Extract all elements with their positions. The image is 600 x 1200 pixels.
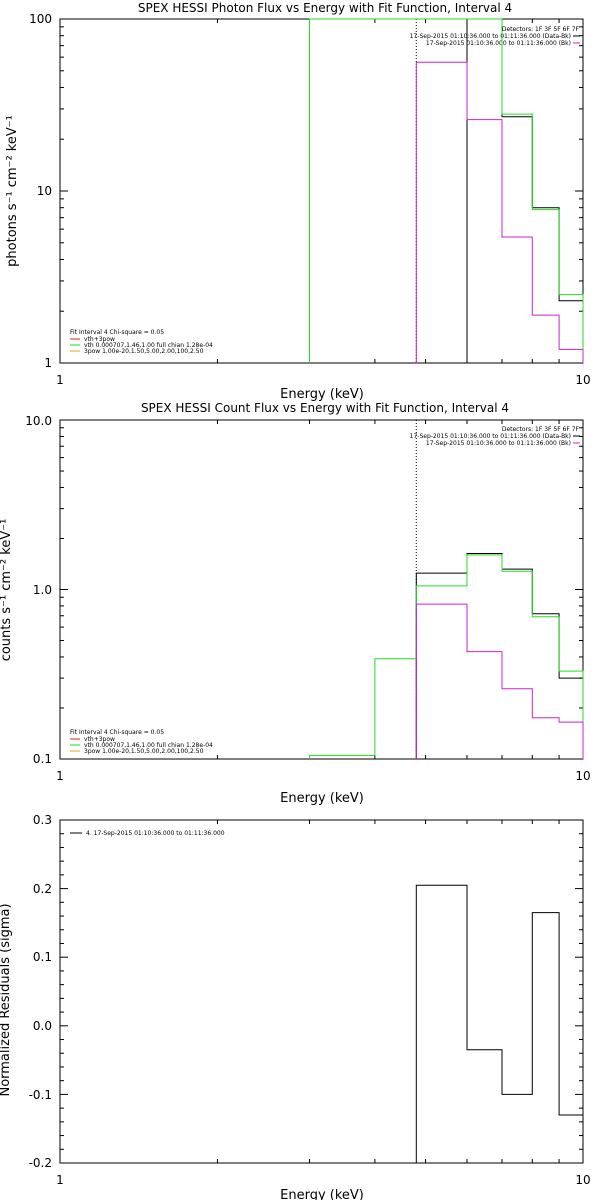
series-data-bk-line <box>466 18 584 363</box>
count-ytick-0.1: 0.1 <box>33 752 52 766</box>
photon-fit-line-2: vth+3pow <box>84 336 115 343</box>
resid-ytick-0.3: 0.3 <box>33 813 52 827</box>
resid-xtick-1: 1 <box>56 1173 64 1187</box>
photon-detectors-line: Detectors: 1F 3F 5F 6F 7F <box>502 26 580 33</box>
resid-ytick-0.0: 0.0 <box>33 1019 52 1033</box>
photon-fit-line-1: Fit Interval 4 Chi-square = 0.05 <box>70 329 164 336</box>
count-databk-line: 17-Sep-2015 01:10:36.000 to 01:11:36.000… <box>410 433 571 440</box>
photon-plot-frame <box>59 18 584 364</box>
count-y-axis-label: counts s⁻¹ cm⁻² keV⁻¹ <box>0 519 14 662</box>
count-fit-line-4: 3pow 1.00e-20,1.50,5.00,2.00,100,2.50 <box>84 748 204 755</box>
photon-xtick-1: 1 <box>56 373 64 387</box>
series-bk-line <box>415 603 584 759</box>
resid-ytick-0.1: 0.1 <box>33 950 52 964</box>
photon-y-axis-label: photons s⁻¹ cm⁻² keV⁻¹ <box>5 115 20 267</box>
count-fit-line-3: vth 0.000707,1.46,1.00 full chian 1.28e-… <box>84 742 213 749</box>
count-ytick-1.0: 1.0 <box>33 583 52 597</box>
series-bk-line <box>415 61 584 363</box>
chart-marks <box>59 18 584 1164</box>
count-xtick-1: 1 <box>56 769 64 783</box>
photon-bk-line: 17-Sep-2015 01:10:36.000 to 01:11:36.000… <box>426 40 571 47</box>
photon-ytick-100: 100 <box>29 12 52 26</box>
photon-ytick-1: 1 <box>44 356 52 370</box>
series-data-bk-line <box>415 553 584 759</box>
count-xtick-10: 10 <box>575 769 590 783</box>
series-4-17-sep-2015-01-10-36-000-to-01-11-36-000-line <box>415 884 583 1163</box>
series-vth-3pow-line <box>309 554 584 759</box>
residuals-chart: 1 10 -0.2 -0.1 0.0 0.1 0.2 0.3 Energy (k… <box>0 813 591 1200</box>
count-bk-line: 17-Sep-2015 01:10:36.000 to 01:11:36.000… <box>426 440 571 447</box>
resid-ytick-m0.1: -0.1 <box>29 1088 52 1102</box>
series-vth-3pow-line <box>309 18 584 363</box>
photon-flux-chart: SPEX HESSI Photon Flux vs Energy with Fi… <box>5 1 591 402</box>
resid-ytick-m0.2: -0.2 <box>29 1156 52 1170</box>
photon-ytick-10: 10 <box>37 184 52 198</box>
count-x-axis-label: Energy (keV) <box>280 791 364 806</box>
photon-xtick-10: 10 <box>575 373 590 387</box>
count-detectors-line: Detectors: 1F 3F 5F 6F 7F <box>502 426 580 433</box>
photon-databk-line: 17-Sep-2015 01:10:36.000 to 01:11:36.000… <box>410 33 571 40</box>
photon-fit-line-3: vth 0.000707,1.46,1.00 full chian 1.28e-… <box>84 342 213 349</box>
resid-xtick-10: 10 <box>575 1173 590 1187</box>
photon-x-axis-label: Energy (keV) <box>280 387 364 402</box>
count-plot-frame <box>59 419 584 760</box>
count-flux-chart: SPEX HESSI Count Flux vs Energy with Fit… <box>0 401 591 806</box>
photon-chart-title: SPEX HESSI Photon Flux vs Energy with Fi… <box>138 1 512 15</box>
count-chart-title: SPEX HESSI Count Flux vs Energy with Fit… <box>141 401 509 415</box>
count-fit-line-1: Fit Interval 4 Chi-square = 0.05 <box>70 729 164 736</box>
resid-legend-label: 4. 17-Sep-2015 01:10:36.000 to 01:11:36.… <box>86 830 225 837</box>
resid-ytick-0.2: 0.2 <box>33 882 52 896</box>
count-ytick-10.0: 10.0 <box>25 414 52 428</box>
resid-y-axis-label: Normalized Residuals (sigma) <box>0 903 13 1096</box>
photon-fit-line-4: 3pow 1.00e-20,1.50,5.00,2.00,100,2.50 <box>84 348 204 355</box>
count-fit-line-2: vth+3pow <box>84 736 115 743</box>
residuals-plot-frame <box>59 819 584 1164</box>
resid-x-axis-label: Energy (keV) <box>280 1188 364 1200</box>
